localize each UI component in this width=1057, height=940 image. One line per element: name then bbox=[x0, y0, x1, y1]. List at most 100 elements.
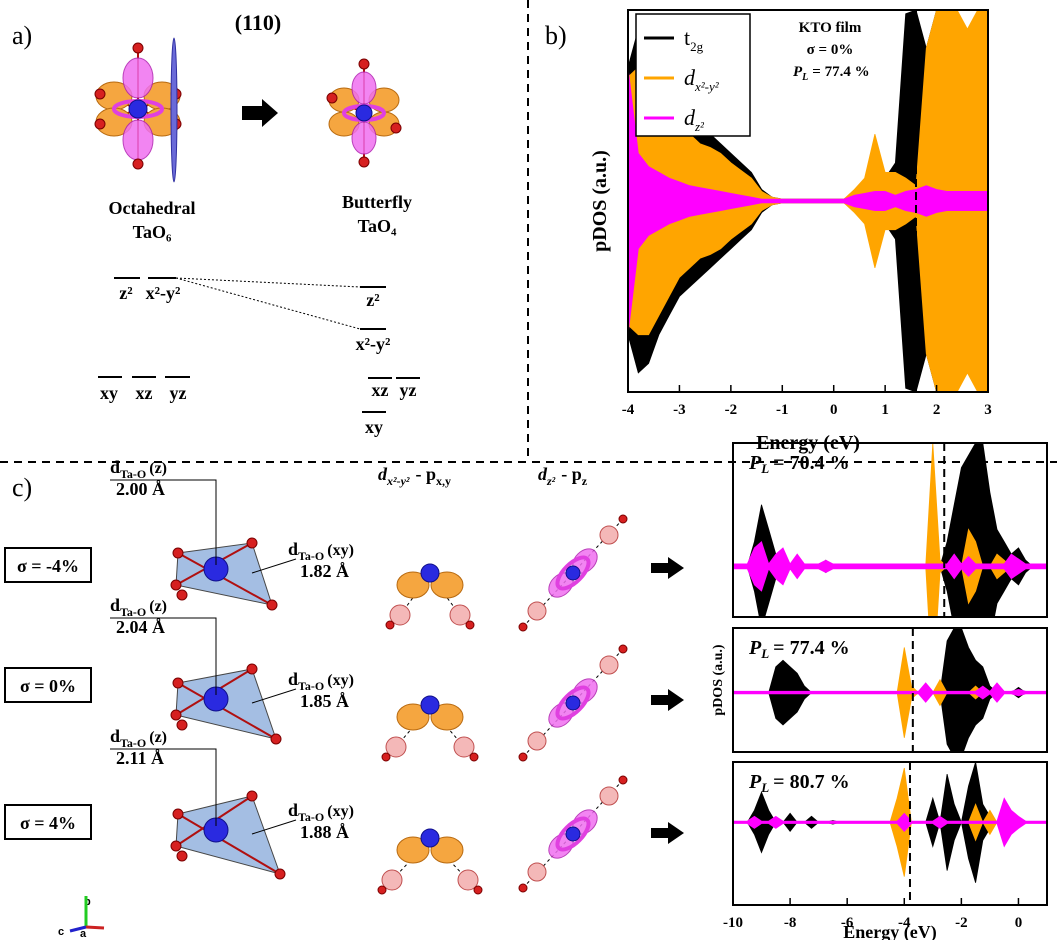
distance: 1.88 Å bbox=[300, 822, 349, 842]
text-part: (z) bbox=[149, 729, 167, 746]
x-tick-label: 0 bbox=[830, 402, 838, 418]
bond-label: dTa-O(z) bbox=[110, 457, 167, 481]
o-atom bbox=[247, 538, 257, 548]
x-tick-label: -2 bbox=[725, 402, 738, 418]
o-atom bbox=[173, 678, 183, 688]
structure-name: Octahedral bbox=[109, 198, 196, 218]
ta-atom bbox=[566, 827, 580, 841]
column-header: dz²- pz bbox=[538, 464, 588, 488]
text-part: d bbox=[288, 800, 298, 820]
panel-label: a) bbox=[12, 21, 32, 50]
level-label: x²-y² bbox=[146, 283, 181, 303]
x-tick-label: -2 bbox=[955, 915, 968, 931]
o-atom bbox=[171, 710, 181, 720]
axes-triad bbox=[70, 896, 104, 931]
polarization-label: PL= 80.7 % bbox=[748, 771, 850, 795]
annotation: KTO film bbox=[799, 20, 862, 36]
lobe bbox=[528, 732, 546, 750]
o-atom bbox=[474, 886, 482, 894]
text-part: P bbox=[748, 637, 762, 659]
o-atom bbox=[177, 720, 187, 730]
x-axis-label: Energy (eV) bbox=[843, 922, 936, 940]
text-part: P bbox=[748, 452, 762, 474]
distance: 1.82 Å bbox=[300, 561, 349, 581]
column-header: dx²-y²- px,y bbox=[378, 464, 451, 488]
figure: a) (110) Octahedral TaO₆ Butterfly TaO₄ bbox=[0, 0, 1057, 940]
o-atom bbox=[466, 621, 474, 629]
ta-atom bbox=[421, 696, 439, 714]
o-atom bbox=[247, 664, 257, 674]
structure-formula: TaO₆ bbox=[133, 222, 172, 242]
o-atom bbox=[386, 621, 394, 629]
level-label: x²-y² bbox=[356, 334, 391, 354]
polarization-label: PL= 77.4 % bbox=[748, 637, 850, 661]
lobe bbox=[528, 863, 546, 881]
o-atom bbox=[275, 869, 285, 879]
level-label: xz bbox=[136, 383, 153, 403]
o-atom bbox=[378, 886, 386, 894]
y-axis-label: pDOS (a.u.) bbox=[589, 150, 611, 252]
x-tick-label: -4 bbox=[898, 915, 911, 931]
pdos-area bbox=[733, 822, 1047, 846]
x-tick-label: -8 bbox=[784, 915, 797, 931]
level-label: z² bbox=[366, 290, 379, 310]
level-label: z² bbox=[119, 283, 132, 303]
x-tick-label: 0 bbox=[1015, 915, 1023, 931]
distance: 2.00 Å bbox=[116, 479, 165, 499]
text-part: (z) bbox=[149, 460, 167, 477]
text-part: (z) bbox=[149, 598, 167, 615]
o-atom bbox=[177, 851, 187, 861]
level-label: xy bbox=[100, 383, 118, 403]
bond-label: dTa-O(z) bbox=[110, 726, 167, 750]
lobe bbox=[528, 602, 546, 620]
o-atom bbox=[173, 809, 183, 819]
o-atom bbox=[519, 623, 527, 631]
x-tick-label: -10 bbox=[723, 915, 743, 931]
ta-atom bbox=[421, 829, 439, 847]
arrow bbox=[651, 689, 684, 711]
distance: 2.11 Å bbox=[116, 748, 164, 768]
o-atom bbox=[177, 590, 187, 600]
text-part: L bbox=[801, 72, 808, 83]
strain-label: σ = 4% bbox=[20, 813, 76, 833]
lobe bbox=[600, 526, 618, 544]
plane-label: (110) bbox=[235, 10, 281, 35]
bond-label: dTa-O(z) bbox=[110, 595, 167, 619]
text-part: d bbox=[288, 669, 298, 689]
text-part: x²-y² bbox=[694, 79, 720, 94]
text-part: = 70.4 % bbox=[773, 452, 849, 474]
o-atom bbox=[173, 548, 183, 558]
text-part: = 80.7 % bbox=[773, 771, 849, 793]
axis-label: c bbox=[58, 926, 64, 938]
text-part: 2g bbox=[690, 39, 704, 54]
axis-label: a bbox=[80, 928, 87, 940]
text-part: z² bbox=[694, 119, 705, 134]
panel-label: b) bbox=[545, 21, 567, 50]
strain-label: σ = 0% bbox=[20, 676, 76, 696]
text-part: d bbox=[110, 595, 120, 615]
o-atom bbox=[519, 753, 527, 761]
o-atom bbox=[247, 791, 257, 801]
x-tick-label: 2 bbox=[933, 402, 941, 418]
arrow bbox=[651, 557, 684, 579]
o-atom bbox=[619, 515, 627, 523]
pdos-area bbox=[628, 201, 988, 392]
text-part: P bbox=[748, 771, 762, 793]
text-part: = 77.4 % bbox=[773, 637, 849, 659]
ta-atom bbox=[566, 696, 580, 710]
o-atom bbox=[171, 841, 181, 851]
text-part: (xy) bbox=[327, 803, 354, 820]
o-atom bbox=[619, 776, 627, 784]
o-atom bbox=[470, 753, 478, 761]
level-label: yz bbox=[400, 380, 417, 400]
o-atom bbox=[519, 884, 527, 892]
x-tick-label: 3 bbox=[984, 402, 992, 418]
text-part: = 77.4 % bbox=[812, 64, 869, 80]
o-atom bbox=[267, 600, 277, 610]
text-part: d bbox=[288, 539, 298, 559]
level-label: xz bbox=[372, 380, 389, 400]
pdos-area bbox=[733, 798, 1047, 822]
structure-formula: TaO₄ bbox=[358, 216, 397, 236]
octahedral-orbital bbox=[95, 38, 181, 182]
text-part: d bbox=[110, 457, 120, 477]
